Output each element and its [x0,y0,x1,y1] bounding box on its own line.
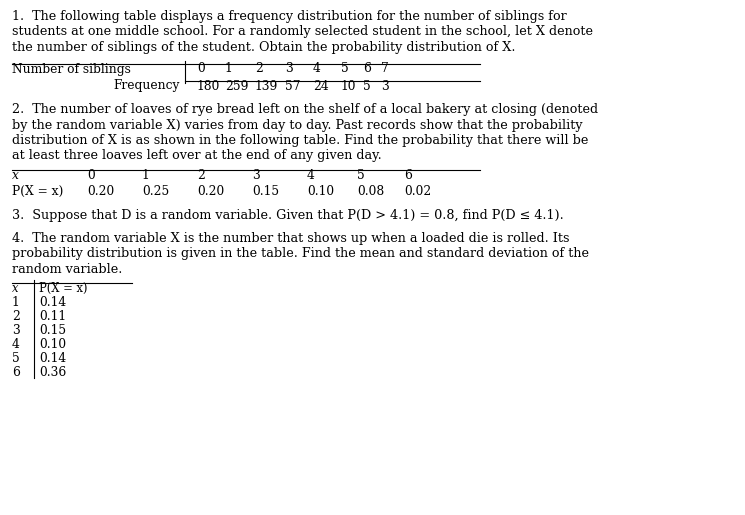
Text: 6: 6 [12,366,20,379]
Text: 1: 1 [12,296,20,309]
Text: 0.10: 0.10 [39,338,66,351]
Text: 139: 139 [255,79,279,93]
Text: 2: 2 [12,310,20,323]
Text: 0.15: 0.15 [252,185,279,198]
Text: Frequency: Frequency [114,79,180,93]
Text: 5: 5 [357,169,365,182]
Text: 2: 2 [197,169,205,182]
Text: x: x [12,169,19,182]
Text: 180: 180 [197,79,221,93]
Text: 0.14: 0.14 [39,296,66,309]
Text: 24: 24 [313,79,329,93]
Text: 259: 259 [225,79,249,93]
Text: at least three loaves left over at the end of any given day.: at least three loaves left over at the e… [12,149,381,163]
Text: 0.15: 0.15 [39,324,66,337]
Text: Number of siblings: Number of siblings [12,62,131,76]
Text: 6: 6 [363,62,371,76]
Text: students at one middle school. For a randomly selected student in the school, le: students at one middle school. For a ran… [12,26,593,39]
Text: the number of siblings of the student. Obtain the probability distribution of X.: the number of siblings of the student. O… [12,41,516,54]
Text: distribution of X is as shown in the following table. Find the probability that : distribution of X is as shown in the fol… [12,134,589,147]
Text: 4: 4 [307,169,315,182]
Text: 6: 6 [404,169,412,182]
Text: 4: 4 [12,338,20,351]
Text: 0.25: 0.25 [142,185,169,198]
Text: by the random variable X) varies from day to day. Past records show that the pro: by the random variable X) varies from da… [12,118,583,131]
Text: 0.11: 0.11 [39,310,66,323]
Text: 3: 3 [12,324,20,337]
Text: 0.14: 0.14 [39,352,66,365]
Text: 0.20: 0.20 [197,185,224,198]
Text: 3.  Suppose that D is a random variable. Given that P(D > 4.1) = 0.8, find P(D ≤: 3. Suppose that D is a random variable. … [12,209,564,221]
Text: P(X = x): P(X = x) [12,185,63,198]
Text: 2.  The number of loaves of rye bread left on the shelf of a local bakery at clo: 2. The number of loaves of rye bread lef… [12,103,598,116]
Text: 5: 5 [341,62,349,76]
Text: 0.08: 0.08 [357,185,384,198]
Text: 0: 0 [197,62,205,76]
Text: 5: 5 [363,79,371,93]
Text: probability distribution is given in the table. Find the mean and standard devia: probability distribution is given in the… [12,247,589,260]
Text: 2: 2 [255,62,263,76]
Text: 0: 0 [87,169,95,182]
Text: 3: 3 [252,169,260,182]
Text: 3: 3 [285,62,293,76]
Text: 1: 1 [142,169,150,182]
Text: 1: 1 [225,62,232,76]
Text: random variable.: random variable. [12,263,122,276]
Text: 10: 10 [341,79,357,93]
Text: 0.36: 0.36 [39,366,66,379]
Text: 7: 7 [381,62,389,76]
Text: 57: 57 [285,79,300,93]
Text: P(X = x): P(X = x) [39,282,87,295]
Text: 0.10: 0.10 [307,185,334,198]
Text: 4.  The random variable X is the number that shows up when a loaded die is rolle: 4. The random variable X is the number t… [12,232,569,245]
Text: 5: 5 [12,352,20,365]
Text: 0.02: 0.02 [404,185,431,198]
Text: 4: 4 [313,62,321,76]
Text: 0.20: 0.20 [87,185,114,198]
Text: 1.  The following table displays a frequency distribution for the number of sibl: 1. The following table displays a freque… [12,10,567,23]
Text: x: x [12,282,19,295]
Text: 3: 3 [381,79,389,93]
